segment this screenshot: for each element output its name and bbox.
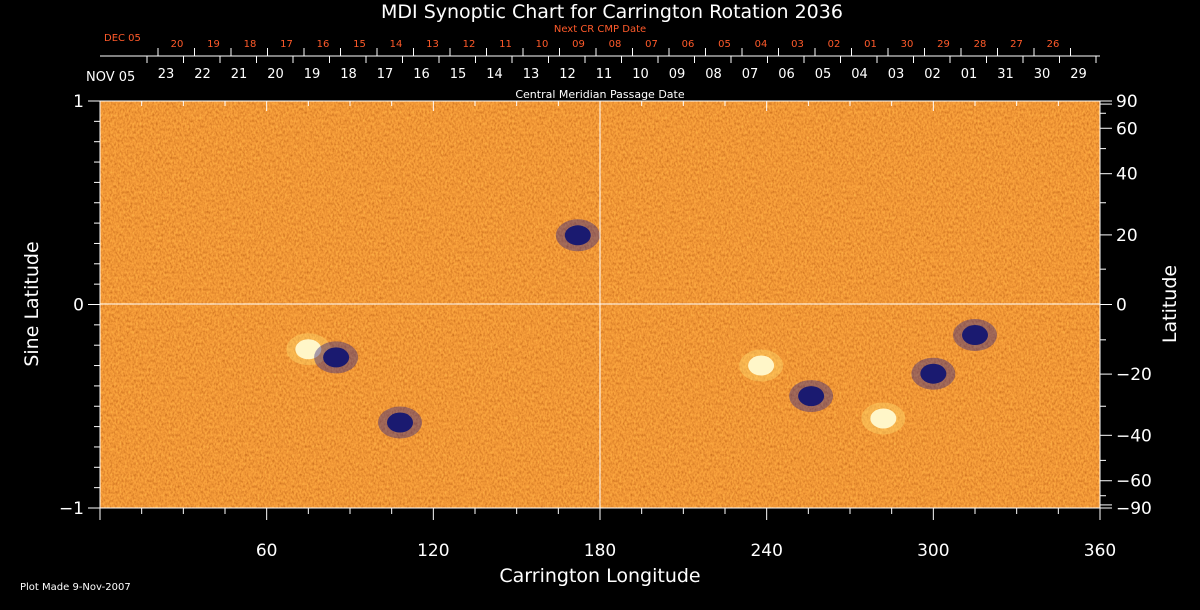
cmp-date-label: 14 [486, 67, 503, 82]
cmp-date-label: 20 [267, 67, 284, 82]
cmp-axis-label: Central Meridian Passage Date [515, 88, 684, 101]
plot-made-label: Plot Made 9-Nov-2007 [20, 582, 131, 593]
y-axis-right: 90 60 40 20 0 −20 −40 −60 −90 [1100, 92, 1152, 519]
cmp-date-label: 23 [158, 67, 175, 82]
active-regions [286, 219, 997, 439]
next-cr-date-label: 30 [901, 39, 914, 50]
cmp-date-label: 07 [742, 67, 759, 82]
cmp-date-label: 19 [304, 67, 321, 82]
x-axis-label: Carrington Longitude [499, 565, 700, 587]
y-right-tick-label: 40 [1116, 165, 1138, 185]
next-cr-label: Next CR CMP Date [554, 24, 646, 35]
next-cr-date-label: 07 [645, 39, 658, 50]
next-cr-date-label: 09 [572, 39, 585, 50]
next-cr-date-label: 16 [317, 39, 330, 50]
next-cr-date-label: 26 [1047, 39, 1060, 50]
cmp-date-label: 30 [1034, 67, 1051, 82]
active-region-positive [870, 408, 897, 429]
next-cr-date-label: 14 [390, 39, 403, 50]
next-cr-date-label: 03 [791, 39, 804, 50]
y-left-tick-label: 1 [73, 92, 84, 112]
x-axis: 60 120 180 240 300 360 [99, 101, 1116, 561]
next-cr-date-label: 01 [864, 39, 877, 50]
next-cr-date-label: 19 [207, 39, 220, 50]
next-cr-date-label: 04 [755, 39, 768, 50]
y-right-tick-label: −40 [1116, 426, 1152, 446]
next-cr-date-label: 18 [244, 39, 257, 50]
next-cr-date-label: 02 [828, 39, 841, 50]
y-right-tick-label: −60 [1116, 472, 1152, 492]
x-tick-label: 180 [584, 541, 616, 561]
y-axis-left: −1 0 1 [59, 92, 100, 519]
active-region-negative [798, 386, 825, 407]
cmp-date-label: 06 [778, 67, 795, 82]
active-region-negative [962, 325, 988, 346]
cmp-date-label: 03 [888, 67, 905, 82]
next-cr-date-label: 27 [1010, 39, 1023, 50]
x-tick-label: 60 [256, 541, 278, 561]
next-cr-date-label: 05 [718, 39, 731, 50]
cmp-date-label: 05 [815, 67, 832, 82]
cmp-date-label: 21 [231, 67, 248, 82]
active-region-negative [387, 412, 413, 433]
next-cr-date-label: 15 [353, 39, 366, 50]
active-region-positive [748, 355, 775, 376]
cmp-date-label: 10 [632, 67, 649, 82]
x-tick-label: 360 [1084, 541, 1116, 561]
y-right-tick-label: 20 [1116, 226, 1138, 246]
cmp-date-label: 11 [596, 67, 613, 82]
next-cr-date-label: 11 [499, 39, 512, 50]
y-axis-left-label: Sine Latitude [21, 241, 43, 366]
next-cr-start-label: DEC 05 [104, 33, 141, 44]
next-cr-date-label: 17 [280, 39, 293, 50]
next-cr-date-label: 12 [463, 39, 476, 50]
y-right-tick-label: −90 [1116, 499, 1152, 519]
cmp-date-label: 16 [413, 67, 430, 82]
x-tick-label: 300 [917, 541, 949, 561]
y-right-tick-label: 60 [1116, 119, 1138, 139]
cmp-date-label: 13 [523, 67, 540, 82]
next-cr-date-label: 10 [536, 39, 549, 50]
y-axis-right-label: Latitude [1159, 265, 1181, 343]
y-right-tick-label: 0 [1116, 296, 1127, 316]
cmp-date-label: 08 [705, 67, 722, 82]
cmp-date-label: 09 [669, 67, 686, 82]
cmp-date-label: 02 [924, 67, 941, 82]
cmp-date-label: 15 [450, 67, 467, 82]
cmp-date-label: 01 [961, 67, 978, 82]
cmp-date-label: 31 [997, 67, 1014, 82]
cmp-date-label: 12 [559, 67, 576, 82]
y-right-tick-label: 90 [1116, 92, 1138, 112]
cmp-start-label: NOV 05 [86, 70, 135, 85]
x-tick-label: 120 [417, 541, 449, 561]
y-left-tick-label: 0 [73, 296, 84, 316]
next-cr-date-label: 08 [609, 39, 622, 50]
cmp-date-label: 22 [194, 67, 211, 82]
cmp-date-labels: 23 22 21 20 19 18 17 16 15 14 13 12 11 10 09 08 07 06 05 04… [146, 56, 1097, 82]
active-region-negative [323, 347, 350, 368]
next-cr-date-label: 20 [171, 39, 184, 50]
y-right-tick-label: −20 [1116, 365, 1152, 385]
cmp-date-label: 29 [1070, 67, 1087, 82]
cmp-date-label: 17 [377, 67, 394, 82]
cmp-date-label: 18 [340, 67, 357, 82]
active-region-negative [920, 363, 947, 384]
chart-title: MDI Synoptic Chart for Carrington Rotati… [381, 1, 843, 23]
active-region-positive [295, 339, 322, 360]
active-region-negative [564, 225, 591, 246]
next-cr-date-label: 13 [426, 39, 439, 50]
x-tick-label: 240 [750, 541, 782, 561]
cmp-date-label: 04 [851, 67, 868, 82]
y-left-tick-label: −1 [59, 499, 84, 519]
next-cr-date-label: 29 [937, 39, 950, 50]
next-cr-date-label: 06 [682, 39, 695, 50]
next-cr-date-label: 28 [974, 39, 987, 50]
next-cr-date-axis: 20 19 18 17 16 15 14 13 12 11 10 09 08 07 06 05 04 03 02 01… [157, 39, 1071, 56]
